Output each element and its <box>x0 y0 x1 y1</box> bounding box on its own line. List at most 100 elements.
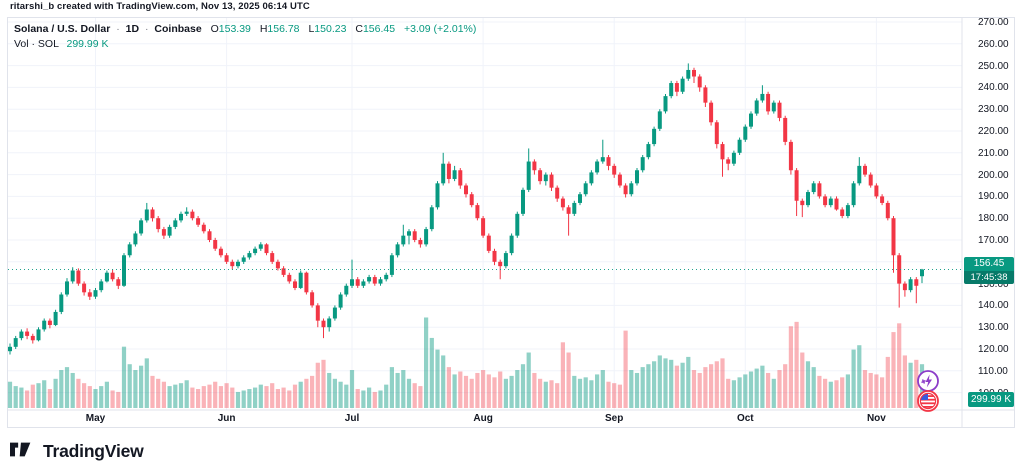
current-price-tag: 156.45 17:45:38 <box>964 256 1014 284</box>
volume-bar <box>441 355 446 408</box>
volume-bar <box>492 377 497 408</box>
volume-bar <box>253 387 258 408</box>
candle-body <box>652 128 657 145</box>
tradingview-logo[interactable]: TradingView <box>10 440 144 462</box>
candle-body <box>139 220 144 234</box>
candle-body <box>173 220 178 227</box>
candle-body <box>355 279 360 286</box>
volume-bar <box>885 356 890 408</box>
volume-label: Vol · SOL <box>14 38 59 50</box>
time-axis-label-jun: Jun <box>217 413 236 424</box>
candle-body <box>771 102 776 112</box>
volume-bar <box>47 389 52 408</box>
price-axis-label: 210.00 <box>978 147 1009 159</box>
volume-bar <box>349 370 355 408</box>
candle-body <box>344 285 349 295</box>
candle-body <box>367 277 372 282</box>
candle-body <box>777 102 782 118</box>
volume-bar <box>70 372 75 408</box>
price-axis-label: 130.00 <box>978 322 1009 334</box>
volume-bar <box>714 361 719 408</box>
volume-bar <box>475 372 480 408</box>
exchange-label[interactable]: Coinbase <box>154 23 202 35</box>
volume-bar <box>372 391 377 408</box>
volume-bar <box>384 384 389 408</box>
candle-body <box>253 248 258 254</box>
volume-bar <box>634 372 640 408</box>
volume-bar <box>241 390 246 408</box>
volume-bar <box>805 361 811 408</box>
volume-bar <box>663 358 668 408</box>
candle-body <box>720 144 725 160</box>
candle-body <box>224 255 229 262</box>
legend-symbol-row[interactable]: Solana / U.S. Dollar · 1D · Coinbase O15… <box>14 22 476 37</box>
candle-body <box>332 307 337 319</box>
volume-bar <box>703 367 708 408</box>
brand-text: TradingView <box>43 440 144 461</box>
volume-bar <box>845 374 850 408</box>
volume-bar <box>532 372 537 408</box>
candle-body <box>464 185 468 195</box>
candle-body <box>486 235 491 251</box>
candle-body <box>59 294 64 312</box>
symbol-title[interactable]: Solana / U.S. Dollar <box>14 23 111 35</box>
legend-volume-row[interactable]: Vol · SOL 299.99 K <box>14 37 476 52</box>
volume-bar <box>178 383 184 408</box>
candle-body <box>53 311 58 326</box>
volume-bar <box>766 372 771 408</box>
candle-body <box>104 272 109 282</box>
candle-body <box>384 274 389 280</box>
candle-body <box>8 346 12 352</box>
candle-body <box>287 274 292 282</box>
candle-body <box>897 255 902 284</box>
volume-bar <box>897 323 902 408</box>
candle-body <box>749 113 753 127</box>
candle-body <box>201 224 206 232</box>
candle-body <box>543 174 548 182</box>
volume-bar <box>435 349 440 408</box>
volume-bar <box>25 390 30 408</box>
volume-bar <box>281 387 286 408</box>
volume-bar <box>606 381 611 408</box>
candle-body <box>258 244 263 249</box>
candle-body <box>800 200 805 206</box>
candle-body <box>65 281 69 295</box>
volume-bar <box>834 380 839 408</box>
candle-body <box>851 183 856 206</box>
candle-body <box>885 202 890 219</box>
candle-body <box>161 229 166 236</box>
volume-bar <box>30 384 35 408</box>
candle-body <box>629 183 634 195</box>
volume-bar <box>167 386 172 408</box>
volume-bar <box>99 386 104 408</box>
candle-body <box>315 305 320 321</box>
volume-bar <box>463 375 469 408</box>
volume-bar <box>771 378 776 408</box>
candle-body <box>418 240 423 245</box>
volume-bar <box>691 370 697 408</box>
candle-body <box>338 294 343 308</box>
time-axis-label-nov: Nov <box>866 413 886 424</box>
volume-bar <box>36 383 41 408</box>
candle-body <box>275 261 280 269</box>
volume-bar <box>823 378 828 408</box>
volume-bar <box>19 387 24 408</box>
volume-bar <box>868 372 873 408</box>
candle-body <box>760 93 765 101</box>
candle-body <box>674 83 679 92</box>
volume-bar <box>304 378 309 408</box>
candle-body <box>412 231 417 240</box>
candle-body <box>361 281 366 286</box>
volume-bar <box>196 389 201 408</box>
us-economic-event-icon[interactable] <box>915 388 943 414</box>
current-volume-tag: 299.99 K <box>968 392 1014 407</box>
candle-body <box>914 279 919 286</box>
interval-label[interactable]: 1D <box>125 23 140 35</box>
volume-bar <box>298 381 303 408</box>
candle-body <box>372 277 377 284</box>
candle-body <box>190 211 195 219</box>
volume-bar <box>127 364 132 408</box>
candle-body <box>70 270 75 282</box>
candle-body <box>378 279 383 284</box>
